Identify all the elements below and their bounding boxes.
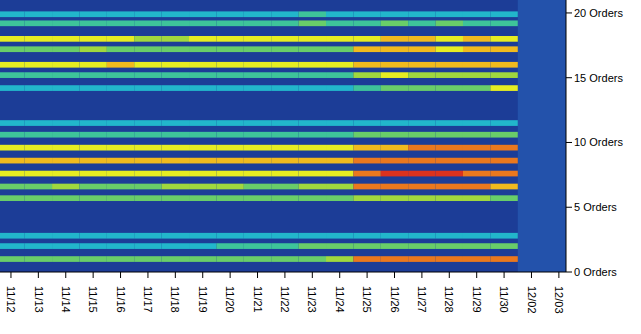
svg-text:11/22: 11/22 bbox=[279, 286, 291, 313]
svg-text:12/02: 12/02 bbox=[526, 286, 538, 314]
svg-text:11/18: 11/18 bbox=[169, 286, 181, 313]
svg-text:11/27: 11/27 bbox=[416, 286, 428, 313]
svg-text:11/26: 11/26 bbox=[389, 286, 401, 313]
svg-text:11/13: 11/13 bbox=[33, 286, 45, 313]
svg-text:11/23: 11/23 bbox=[306, 286, 318, 313]
svg-text:11/14: 11/14 bbox=[60, 286, 72, 313]
svg-text:5 Orders: 5 Orders bbox=[574, 201, 617, 213]
svg-text:11/16: 11/16 bbox=[115, 286, 127, 313]
svg-text:10 Orders: 10 Orders bbox=[574, 136, 623, 148]
svg-text:11/17: 11/17 bbox=[142, 286, 154, 313]
svg-text:11/30: 11/30 bbox=[498, 286, 510, 313]
svg-text:11/20: 11/20 bbox=[224, 286, 236, 313]
svg-text:11/21: 11/21 bbox=[252, 286, 264, 313]
svg-text:11/19: 11/19 bbox=[197, 286, 209, 313]
svg-text:11/12: 11/12 bbox=[8, 286, 17, 313]
svg-text:11/28: 11/28 bbox=[443, 286, 455, 313]
svg-text:11/24: 11/24 bbox=[334, 286, 346, 313]
svg-text:20 Orders: 20 Orders bbox=[574, 7, 623, 19]
svg-text:12/03: 12/03 bbox=[553, 286, 565, 314]
svg-text:0 Orders: 0 Orders bbox=[574, 266, 617, 278]
svg-text:15 Orders: 15 Orders bbox=[574, 72, 623, 84]
svg-text:11/15: 11/15 bbox=[87, 286, 99, 313]
svg-text:11/29: 11/29 bbox=[471, 286, 483, 313]
svg-text:11/25: 11/25 bbox=[361, 286, 373, 313]
